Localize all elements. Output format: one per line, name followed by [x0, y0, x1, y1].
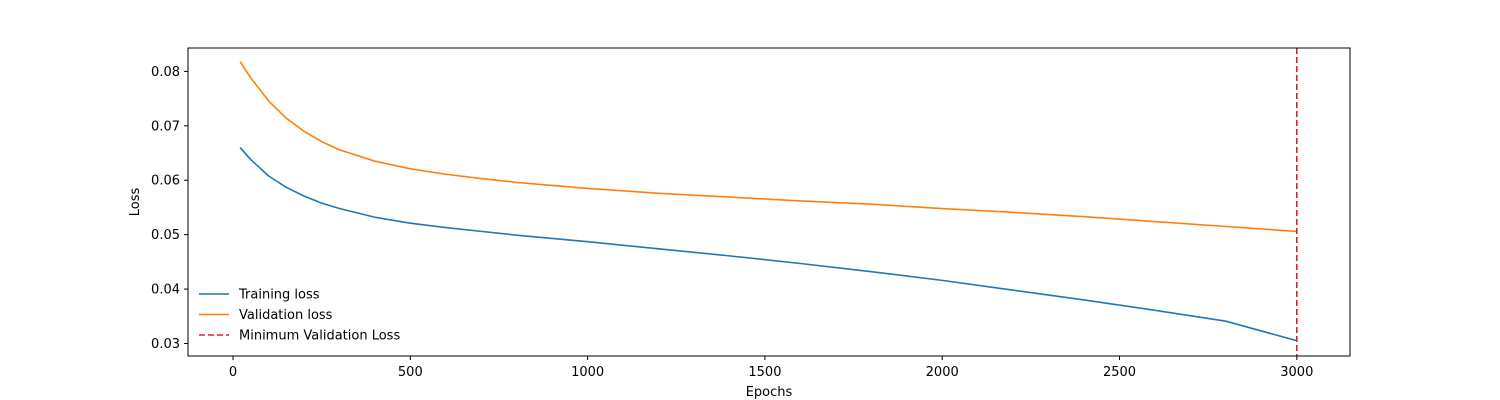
- series-line-validation-loss: [239, 61, 1297, 233]
- x-tick-label: 3000: [1280, 365, 1313, 380]
- x-axis-label: Epochs: [746, 385, 793, 400]
- x-tick-label: 0: [229, 365, 237, 380]
- x-tick-label: 1000: [571, 365, 604, 380]
- legend-label: Validation loss: [239, 308, 333, 323]
- legend-item-training-loss: Training loss: [199, 288, 320, 303]
- y-tick-label: 0.07: [151, 119, 180, 134]
- legend-item-validation-loss: Validation loss: [199, 308, 333, 323]
- legend-item-min-validation-loss: Minimum Validation Loss: [199, 329, 400, 344]
- y-tick-label: 0.06: [151, 174, 180, 189]
- legend: Training loss Validation loss Minimum Vali…: [199, 288, 400, 344]
- y-tick-label: 0.04: [151, 283, 180, 298]
- legend-label: Minimum Validation Loss: [239, 329, 400, 344]
- x-tick-label: 1500: [748, 365, 781, 380]
- axes-frame: [187, 47, 1351, 357]
- x-tick-label: 2000: [926, 365, 959, 380]
- plot-area: [239, 48, 1298, 356]
- y-axis-label: Loss: [128, 188, 143, 217]
- axes: 0 500 1000 1500 2000 2500 3000 0.03 0.04 0.05 0.06…: [128, 47, 1351, 400]
- series-line-training-loss: [239, 147, 1298, 342]
- y-tick-label: 0.05: [151, 228, 180, 243]
- x-tick-label: 2500: [1103, 365, 1136, 380]
- legend-label: Training loss: [238, 288, 320, 303]
- y-tick-label: 0.08: [151, 65, 180, 80]
- y-tick-label: 0.03: [151, 337, 180, 352]
- x-tick-label: 500: [398, 365, 423, 380]
